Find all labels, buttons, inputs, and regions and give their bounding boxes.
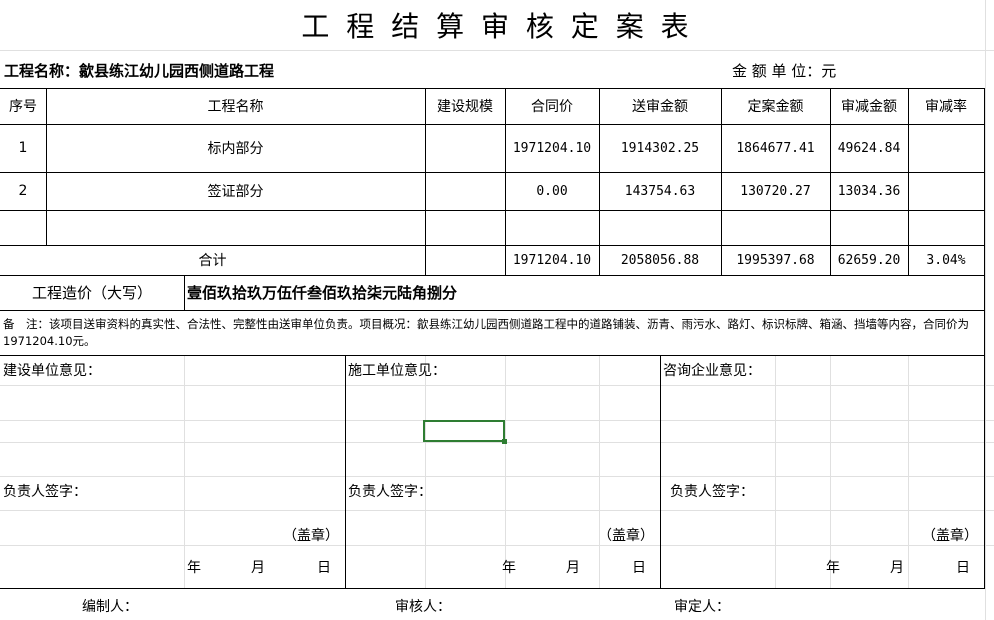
table-cell: 签证部分 (207, 184, 264, 200)
seal-label: （盖章） (922, 528, 978, 544)
table-cell (908, 172, 984, 210)
table-cell (908, 124, 984, 172)
year-label: 年 (502, 560, 516, 576)
table-cell: 标内部分 (207, 141, 264, 157)
table-cell (425, 210, 505, 245)
table-cell: 13034.36 (837, 183, 901, 199)
table-cell (505, 210, 599, 245)
day-label: 日 (956, 560, 970, 576)
cell-selection[interactable] (423, 420, 505, 442)
opinion-title: 施工单位意见： (348, 363, 446, 379)
seal-label: （盖章） (598, 528, 654, 544)
table-cell (830, 210, 908, 245)
month-label: 月 (566, 560, 580, 576)
page-title: 工 程 结 算 审 核 定 案 表 (301, 10, 693, 43)
project-name: 工程名称：歙县练江幼儿园西侧道路工程 (4, 61, 275, 80)
compiler-label: 编制人： (82, 599, 138, 615)
table-cell (425, 172, 505, 210)
table-cell (908, 210, 984, 245)
table-cell: 1864677.41 (736, 140, 815, 156)
table-cell (425, 124, 505, 172)
unit-label: 金 额 单 位：元 (732, 61, 837, 80)
table-cell: 1 (18, 140, 28, 156)
column-header: 审减金额 (841, 99, 897, 115)
total-contract: 1971204.10 (512, 252, 592, 268)
seal-label: （盖章） (283, 528, 339, 544)
total-rate: 3.04% (926, 252, 966, 268)
table-cell: 1914302.25 (620, 140, 700, 156)
sign-label: 负责人签字： (670, 484, 754, 500)
column-header: 合同价 (531, 99, 573, 115)
column-header: 审减率 (925, 99, 967, 115)
table-cell (599, 210, 721, 245)
table-cell (0, 210, 46, 245)
column-header: 送审金额 (632, 99, 688, 115)
capital-value: 壹佰玖拾玖万伍仟叁佰玖拾柒元陆角捌分 (187, 284, 458, 302)
year-label: 年 (187, 560, 201, 576)
table-cell: 2 (18, 183, 28, 199)
table-cell: 0.00 (536, 183, 568, 199)
table-cell: 1971204.10 (512, 140, 592, 156)
sign-label: 负责人签字： (348, 484, 432, 500)
table-cell (46, 210, 425, 245)
day-label: 日 (317, 560, 331, 576)
table-cell: 143754.63 (624, 183, 696, 199)
year-label: 年 (826, 560, 840, 576)
table-cell: 49624.84 (837, 140, 901, 156)
column-header: 建设规模 (437, 99, 493, 115)
total-reduced: 62659.20 (837, 252, 901, 268)
total-scale (425, 245, 505, 275)
total-approved: 1995397.68 (736, 252, 815, 268)
table-cell: 130720.27 (740, 183, 811, 199)
note: 备 注：该项目送审资料的真实性、合法性、完整性由送审单位负责。项目概况：歙县练江… (3, 317, 969, 348)
column-header: 序号 (9, 99, 37, 115)
table-cell (721, 210, 830, 245)
day-label: 日 (632, 560, 646, 576)
reviewer-label: 审核人： (395, 599, 451, 615)
sign-label: 负责人签字： (3, 484, 87, 500)
opinion-title: 建设单位意见： (3, 363, 101, 379)
column-header: 工程名称 (207, 99, 264, 115)
total-submitted: 2058056.88 (620, 252, 700, 268)
fill-handle[interactable] (502, 439, 507, 444)
total-label: 合计 (198, 253, 227, 269)
approver-label: 审定人： (674, 599, 730, 615)
opinion-title: 咨询企业意见： (663, 363, 761, 379)
month-label: 月 (251, 560, 265, 576)
capital-label: 工程造价（大写） (31, 284, 152, 302)
month-label: 月 (890, 560, 904, 576)
column-header: 定案金额 (747, 99, 804, 115)
